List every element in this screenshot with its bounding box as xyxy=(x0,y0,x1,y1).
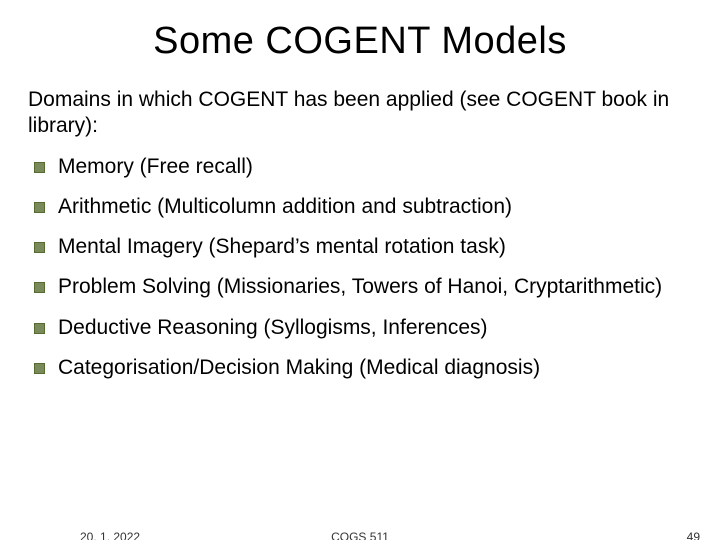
footer-course: COGS 511 xyxy=(331,530,389,540)
intro-text: Domains in which COGENT has been applied… xyxy=(28,87,692,140)
list-item: Categorisation/Decision Making (Medical … xyxy=(28,355,692,381)
list-item: Arithmetic (Multicolumn addition and sub… xyxy=(28,194,692,220)
list-item: Deductive Reasoning (Syllogisms, Inferen… xyxy=(28,315,692,341)
slide-title: Some COGENT Models xyxy=(0,20,720,63)
footer: 20. 1. 2022 COGS 511 49 xyxy=(0,530,720,540)
footer-pagenum: 49 xyxy=(687,530,700,540)
list-item: Problem Solving (Missionaries, Towers of… xyxy=(28,274,692,300)
bullet-list: Memory (Free recall) Arithmetic (Multico… xyxy=(28,154,692,382)
footer-date: 20. 1. 2022 xyxy=(80,530,140,540)
slide: { "title": "Some COGENT Models", "intro"… xyxy=(0,20,720,540)
list-item: Mental Imagery (Shepard’s mental rotatio… xyxy=(28,234,692,260)
list-item: Memory (Free recall) xyxy=(28,154,692,180)
